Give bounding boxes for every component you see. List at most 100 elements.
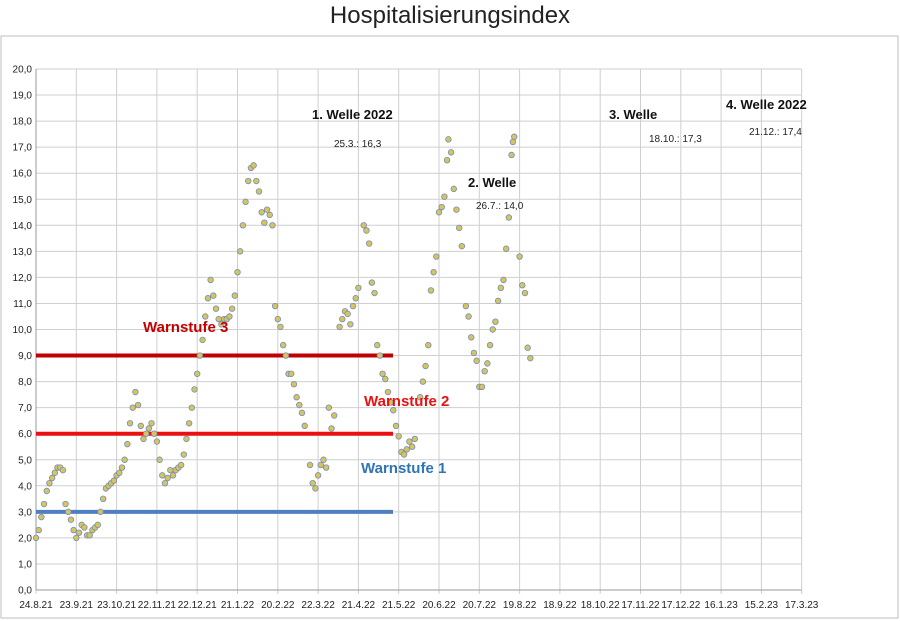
y-tick-label: 18,0 [13, 117, 33, 128]
data-point [509, 138, 517, 146]
data-point [301, 422, 308, 430]
annotation-4-detail: 21.12.: 17,4 [749, 127, 802, 138]
data-point [441, 193, 448, 200]
data-point [48, 474, 56, 482]
data-point [231, 292, 239, 299]
annotation-1-title: 1. Welle 2022 [312, 107, 393, 122]
data-point [94, 521, 101, 529]
data-point [382, 375, 389, 383]
data-point [236, 248, 244, 255]
data-point [309, 479, 316, 487]
y-tick-label: 5,0 [18, 455, 32, 466]
x-tick-label: 21.1.22 [221, 600, 255, 611]
data-point [328, 425, 335, 432]
data-point [473, 357, 480, 364]
data-point [374, 341, 381, 349]
data-point [325, 404, 333, 411]
y-tick-label: 20,0 [13, 65, 33, 76]
data-point [502, 245, 510, 252]
data-point [352, 295, 359, 302]
data-point [137, 422, 144, 430]
data-point [199, 336, 206, 344]
y-tick-label: 16,0 [13, 169, 33, 180]
data-point [450, 185, 457, 193]
data-point [62, 500, 69, 508]
y-tick-label: 12,0 [13, 273, 33, 284]
data-point [492, 318, 499, 325]
data-point [360, 222, 367, 229]
data-point [478, 383, 486, 391]
data-point [258, 209, 265, 216]
data-point [392, 422, 400, 430]
x-tick-label: 18.10.22 [581, 600, 620, 611]
data-point [355, 284, 362, 292]
data-point [210, 292, 217, 299]
data-point [177, 461, 185, 469]
data-point [524, 344, 531, 351]
data-point [298, 409, 306, 417]
y-tick-label: 15,0 [13, 195, 33, 206]
y-tick-label: 10,0 [13, 325, 33, 336]
data-point [519, 282, 526, 289]
data-point [425, 341, 432, 349]
data-point [234, 268, 241, 276]
data-point [207, 276, 214, 284]
y-tick-label: 17,0 [13, 143, 33, 154]
data-point [263, 206, 271, 213]
data-point [266, 211, 273, 219]
y-tick-label: 6,0 [18, 429, 32, 440]
data-point [306, 461, 314, 469]
chart-title: Hospitalisierungsindex [329, 2, 571, 29]
data-point [271, 302, 279, 310]
warnstufe-2-label: Warnstufe 2 [364, 393, 449, 410]
data-point [59, 466, 67, 474]
y-tick-label: 0,0 [18, 586, 32, 597]
data-point [368, 279, 376, 286]
data-point [336, 323, 343, 331]
data-point [322, 464, 330, 471]
x-tick-label: 16.1.23 [704, 600, 738, 611]
y-tick-label: 9,0 [18, 351, 32, 362]
data-point [73, 534, 80, 542]
data-point [161, 479, 169, 487]
data-point [67, 516, 75, 523]
data-point [156, 456, 163, 463]
annotation-4-title: 4. Welle 2022 [726, 97, 807, 112]
grid [35, 68, 803, 594]
x-tick-label: 20.7.22 [463, 600, 497, 611]
data-point [202, 313, 209, 320]
data-point [167, 466, 174, 474]
data-point [468, 334, 475, 341]
data-point [403, 446, 410, 453]
x-tick-label: 17.12.22 [661, 600, 700, 611]
data-point [183, 435, 190, 443]
data-point [430, 268, 437, 276]
data-point [527, 354, 534, 362]
y-tick-label: 19,0 [13, 91, 33, 102]
data-point [218, 321, 225, 328]
data-point [465, 313, 472, 320]
y-tick-label: 13,0 [13, 247, 33, 258]
data-point [511, 133, 518, 140]
data-point [193, 370, 201, 377]
x-tick-label: 19.8.22 [503, 600, 537, 611]
data-point [239, 222, 247, 229]
y-tick-label: 7,0 [18, 403, 32, 414]
data-point [296, 401, 303, 409]
annotation-3-title: 3. Welle [609, 107, 657, 122]
data-point [116, 469, 123, 476]
data-point [497, 284, 504, 292]
x-axis-ticks: 24.8.21 23.9.21 23.10.21 22.11.21 22.12.21 21… [19, 600, 819, 611]
y-tick-label: 3,0 [18, 507, 32, 518]
data-point [433, 253, 440, 260]
data-point [269, 222, 276, 229]
data-point [212, 305, 220, 312]
x-tick-label: 22.12.21 [178, 600, 217, 611]
data-point [290, 381, 298, 388]
x-tick-label: 17.3.23 [785, 600, 819, 611]
data-point [261, 219, 268, 226]
annotation-2-detail: 26.7.: 14,0 [476, 201, 524, 212]
data-point [279, 341, 287, 349]
data-point [500, 276, 507, 284]
